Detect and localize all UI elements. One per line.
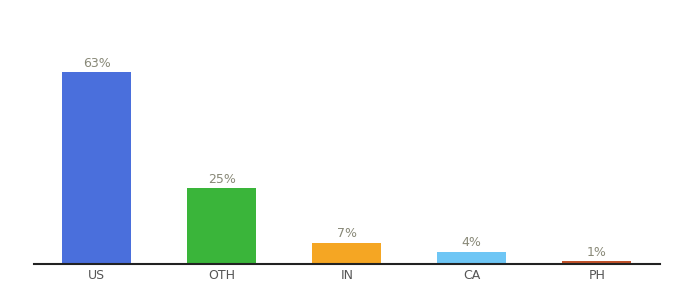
Bar — [562, 261, 631, 264]
Text: 4%: 4% — [462, 236, 481, 249]
Bar — [188, 188, 256, 264]
Text: 25%: 25% — [208, 172, 236, 186]
Bar — [312, 243, 381, 264]
Text: 7%: 7% — [337, 227, 357, 240]
Text: 1%: 1% — [587, 245, 607, 259]
Bar — [437, 252, 506, 264]
Bar — [63, 73, 131, 264]
Text: 63%: 63% — [83, 57, 111, 70]
